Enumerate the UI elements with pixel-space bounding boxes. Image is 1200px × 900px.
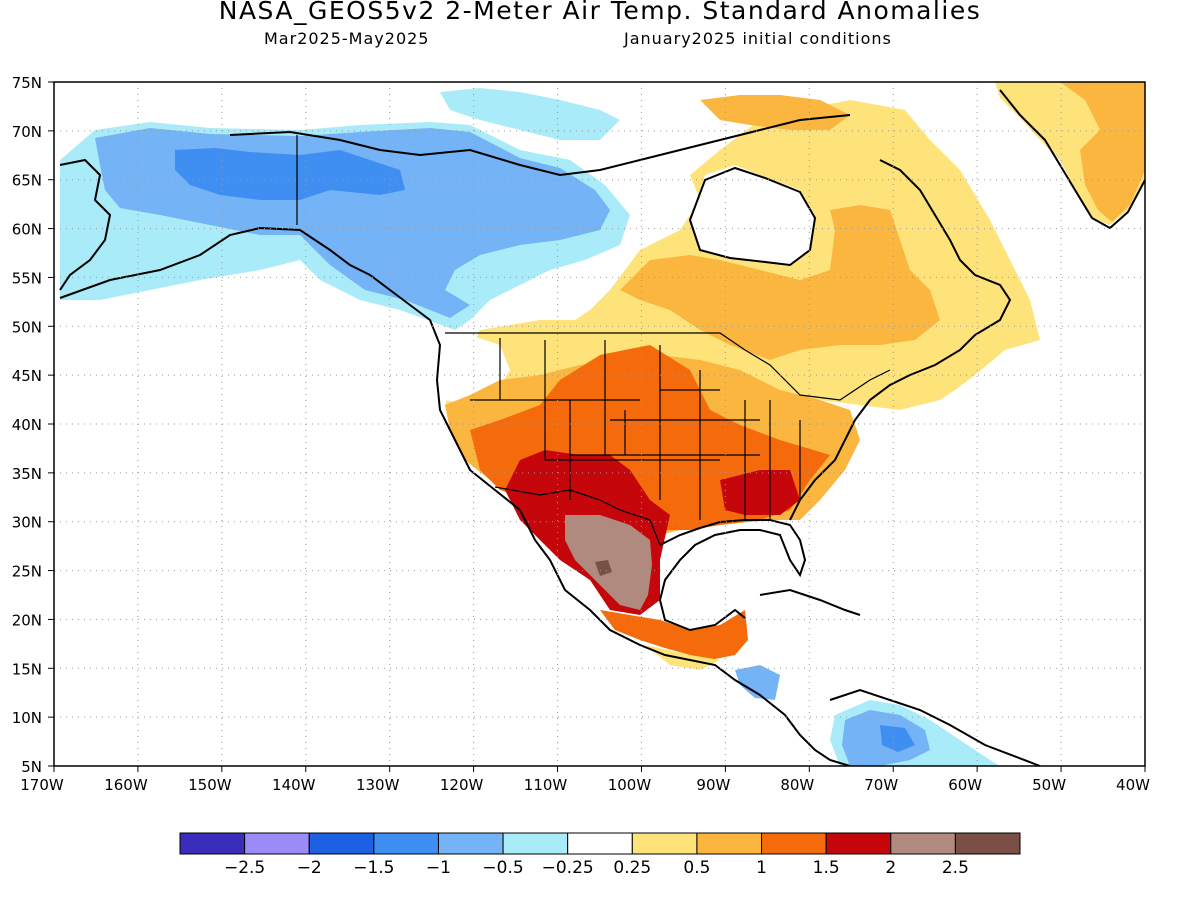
lat-tick-label: 5N [21, 758, 42, 776]
legend-swatch [761, 832, 827, 855]
legend-label: 2 [885, 858, 896, 878]
lat-tick-label: 65N [12, 172, 42, 190]
southeast-band [720, 470, 800, 515]
mexico-peak [595, 560, 612, 576]
legend-label: −1.5 [353, 858, 394, 878]
legend-swatch [244, 832, 310, 855]
honduras-cold [735, 665, 780, 700]
lat-tick-label: 75N [12, 74, 42, 92]
lat-tick-label: 40N [12, 416, 42, 434]
legend-swatch [308, 832, 375, 855]
lon-tick-label: 40W [1116, 776, 1150, 794]
arctic-isle-cold [440, 88, 620, 140]
lon-tick-label: 110W [524, 776, 568, 794]
greenland-coast [999, 89, 1145, 230]
legend-swatch [954, 832, 1021, 855]
lon-tick-label: 140W [272, 776, 316, 794]
legend-label: −2 [297, 858, 322, 878]
greenland-warm-core [1060, 82, 1145, 222]
lat-tick-label: 25N [12, 563, 42, 581]
lat-tick-label: 15N [12, 660, 42, 678]
south-america-north [829, 688, 1041, 766]
lon-tick-label: 70W [864, 776, 898, 794]
lon-tick-label: 120W [440, 776, 484, 794]
legend-swatch [631, 832, 698, 855]
baffin-warm [700, 95, 850, 130]
lat-tick-label: 35N [12, 465, 42, 483]
legend-swatch [567, 832, 633, 855]
longitude-labels: 170W 160W 150W 140W 130W 120W 110W 100W 90W 80W 70… [20, 766, 1150, 794]
lon-tick-label: 130W [356, 776, 400, 794]
legend-swatch [373, 832, 439, 855]
legend-swatch [437, 832, 504, 855]
lon-tick-label: 100W [608, 776, 652, 794]
legend-label: 0.25 [613, 858, 651, 878]
atlantic-coast [789, 159, 1012, 521]
lon-tick-label: 160W [104, 776, 148, 794]
arctic-coast [229, 114, 851, 177]
legend-label: −0.25 [542, 858, 594, 878]
lat-tick-label: 20N [12, 611, 42, 629]
legend-label: −1 [426, 858, 451, 878]
lon-tick-label: 90W [696, 776, 730, 794]
legend-label: 2.5 [942, 858, 969, 878]
legend-swatch [890, 832, 956, 855]
east-canada-warm-core [620, 205, 940, 360]
map-title: NASA_GEOS5v2 2-Meter Air Temp. Standard … [218, 0, 982, 25]
lon-tick-label: 60W [948, 776, 982, 794]
legend-swatch [502, 832, 569, 855]
coastlines [59, 89, 1145, 766]
lon-tick-label: 150W [188, 776, 232, 794]
initial-conditions: January2025 initial conditions [624, 29, 892, 48]
venezuela-cold-deep [880, 725, 915, 752]
legend-swatch [825, 832, 892, 855]
hudson-bay-neutral [690, 165, 815, 265]
legend-label: 1.5 [813, 858, 840, 878]
north-america-coast [59, 226, 851, 766]
us-canada-border [445, 332, 891, 401]
lat-tick-label: 60N [12, 221, 42, 239]
legend-label: 1 [756, 858, 767, 878]
alaska-west-coast [59, 158, 112, 291]
legend-label: −0.5 [482, 858, 523, 878]
mexico-south-warm [600, 610, 748, 660]
lon-tick-label: 170W [20, 776, 64, 794]
lon-tick-label: 80W [780, 776, 814, 794]
lat-tick-label: 50N [12, 318, 42, 336]
latitude-labels: 5N 10N 15N 20N 25N 30N 35N 40N 45N 50N 55N 60N 65N 70… [12, 74, 54, 776]
lat-tick-label: 10N [12, 709, 42, 727]
lon-tick-label: 50W [1032, 776, 1066, 794]
political-borders [296, 135, 891, 546]
lat-tick-label: 70N [12, 123, 42, 141]
gulf-coast [658, 519, 807, 632]
caribbean-cuba [759, 588, 861, 616]
legend-swatch [179, 832, 246, 855]
legend-label: −2.5 [224, 858, 265, 878]
lat-tick-label: 45N [12, 367, 42, 385]
lat-tick-label: 55N [12, 269, 42, 287]
lat-tick-label: 30N [12, 514, 42, 532]
us-mexico-border [494, 486, 661, 546]
legend-label: 0.5 [683, 858, 710, 878]
alaska-cold-deep [175, 148, 405, 200]
color-legend: −2.5 −2 −1.5 −1 −0.5 −0.25 0.25 0.5 1 1.5 2 2.5 [179, 832, 1021, 878]
legend-swatch [696, 832, 763, 855]
forecast-period: Mar2025-May2025 [264, 29, 430, 48]
